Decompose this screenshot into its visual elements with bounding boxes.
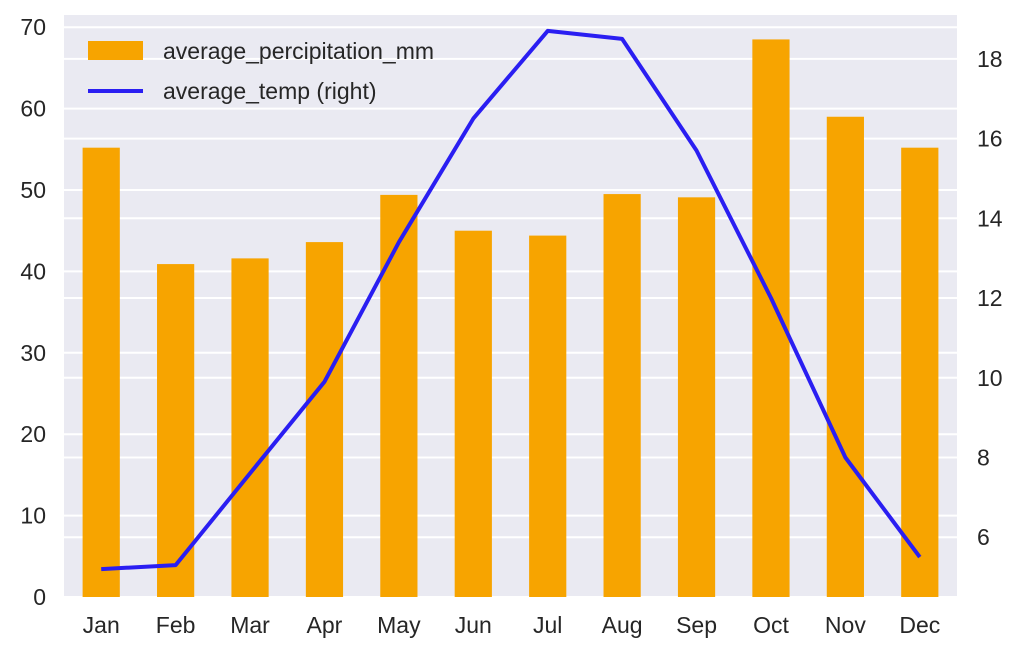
x-tick-label: Jan [83,612,120,638]
x-tick-label: Oct [753,612,789,638]
bar [82,147,120,597]
legend: average_percipitation_mm average_temp (ri… [88,38,434,104]
bar [231,258,269,597]
x-tick-label: Apr [307,612,343,638]
bar-series [82,39,939,598]
x-tick-label: Aug [602,612,643,638]
legend-swatch-bar [88,41,143,60]
x-tick-label: Dec [899,612,940,638]
y-left-tick-label: 60 [20,96,46,122]
legend-label-bar: average_percipitation_mm [163,38,434,64]
bar [752,39,790,598]
y-right-tick-label: 6 [977,524,990,550]
y-left-tick-label: 30 [20,340,46,366]
bar [454,230,492,597]
bar [826,116,864,597]
x-tick-label: Jun [455,612,492,638]
line-series [101,28,922,572]
y-left-tick-label: 50 [20,177,46,203]
x-tick-label: May [377,612,421,638]
x-tick-label: Mar [230,612,270,638]
bar [157,264,195,597]
y-left-tick-label: 40 [20,258,46,284]
x-tick-label: Sep [676,612,717,638]
y-right-tick-label: 10 [977,365,1003,391]
y-left-tick-label: 20 [20,421,46,447]
x-tick-label: Feb [156,612,196,638]
y-right-tick-label: 16 [977,126,1003,152]
x-tick-label: Jul [533,612,562,638]
y-right-tick-label: 8 [977,444,990,470]
y-left-tick-label: 0 [33,584,46,610]
legend-label-line: average_temp (right) [163,78,377,104]
plot-background [64,15,957,597]
left-axis-ticks: 0 10 20 30 40 50 60 70 [20,14,46,610]
temperature-line [101,28,922,572]
y-left-tick-label: 70 [20,14,46,40]
x-axis-ticks: Jan Feb Mar Apr May Jun Jul Aug Sep Oct Nov Dec [83,612,941,638]
y-right-tick-label: 14 [977,205,1003,231]
bar [677,197,716,597]
bar [529,235,567,597]
right-axis-ticks: 6 8 10 12 14 16 18 [977,46,1003,550]
y-right-tick-label: 18 [977,46,1003,72]
y-left-tick-label: 10 [20,503,46,529]
bar [305,242,344,597]
y-right-tick-label: 12 [977,285,1003,311]
bar [901,147,939,597]
bar [380,194,418,597]
bar [603,194,641,598]
x-tick-label: Nov [825,612,866,638]
